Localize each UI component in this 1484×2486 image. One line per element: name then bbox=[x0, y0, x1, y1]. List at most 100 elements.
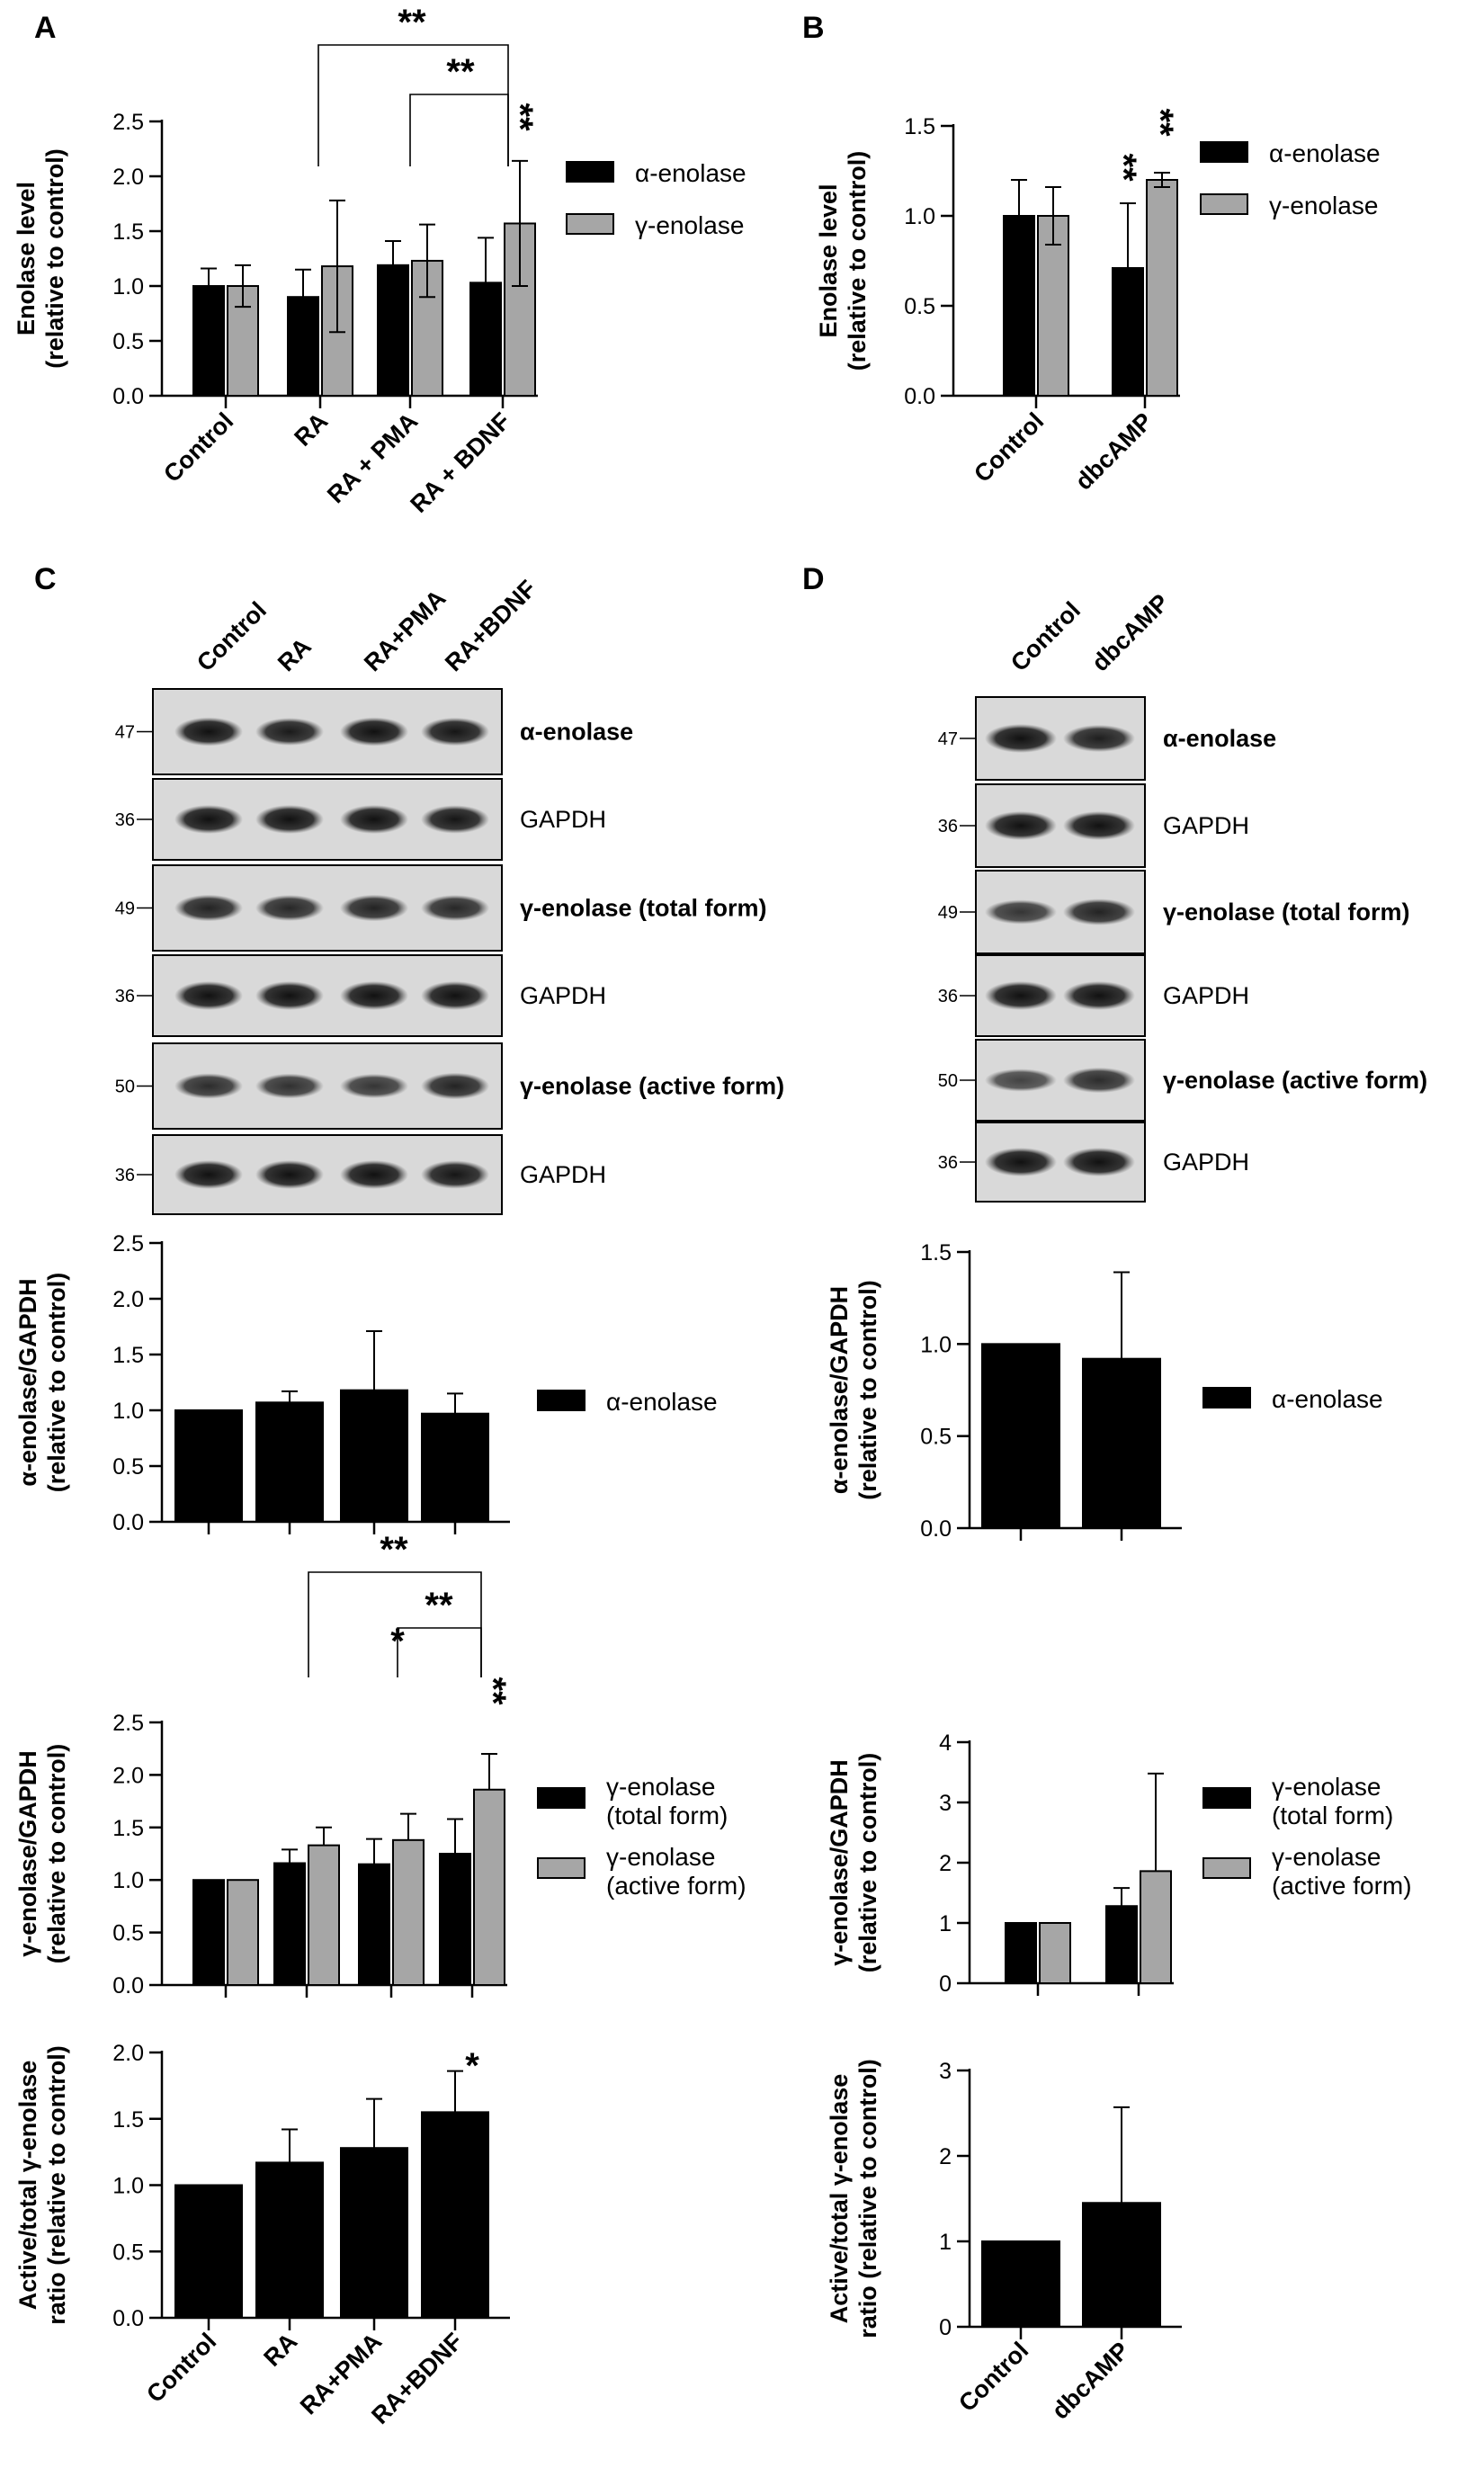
bar bbox=[255, 2161, 324, 2320]
y-tick-label: 2.5 bbox=[112, 110, 144, 135]
bar bbox=[1082, 2202, 1161, 2328]
y-axis-label: γ-enolase/GAPDH(relative to control) bbox=[826, 1753, 881, 1973]
lane-label: RA+BDNF bbox=[440, 575, 541, 676]
y-tick-label: 2.0 bbox=[112, 1287, 144, 1312]
legend-label: γ-enolase bbox=[635, 211, 744, 239]
y-tick-label: 0.0 bbox=[112, 1973, 144, 1999]
chart-2: 0.0 0.5 1.0 1.5 Enolase level(relative to co… bbox=[815, 108, 1381, 495]
bar bbox=[1105, 1905, 1138, 1984]
legend-label-line: γ-enolase bbox=[606, 1843, 715, 1871]
x-category-label: dbcAMP bbox=[1047, 2337, 1135, 2425]
legend-label-line: (active form) bbox=[1272, 1872, 1412, 1900]
y-tick-label: 0 bbox=[939, 1972, 952, 1997]
bar bbox=[1005, 1922, 1037, 1984]
significance-mark: ** bbox=[446, 52, 475, 92]
protein-band bbox=[421, 981, 489, 1010]
y-axis-label-line: γ-enolase/GAPDH bbox=[14, 1750, 41, 1957]
y-tick-label: 2.5 bbox=[112, 1231, 144, 1256]
legend-label: γ-enolase bbox=[1269, 192, 1378, 219]
chart-1: 0.0 0.5 1.0 1.5 2.0 2.5 Enolase level(relative… bbox=[13, 3, 746, 518]
protein-band bbox=[421, 1072, 489, 1100]
legend-swatch bbox=[537, 1857, 586, 1879]
blot-row-label: GAPDH bbox=[1163, 1149, 1249, 1176]
y-axis-label-line: Active/total γ-enolase bbox=[826, 2074, 853, 2324]
panel-label-b: B bbox=[802, 11, 825, 45]
mw-marker: 36 bbox=[938, 1153, 958, 1173]
y-axis-label: Active/total γ-enolaseratio (relative to… bbox=[14, 2045, 70, 2325]
bar bbox=[1146, 179, 1178, 397]
blot-row-label: GAPDH bbox=[520, 1161, 606, 1188]
protein-band bbox=[340, 981, 408, 1010]
y-tick-label: 0.5 bbox=[904, 294, 935, 319]
significance-mark: ** bbox=[398, 3, 426, 42]
y-tick-label: 4 bbox=[939, 1730, 952, 1756]
protein-band bbox=[985, 899, 1057, 925]
bar bbox=[1140, 1870, 1172, 1984]
significance-bracket bbox=[308, 1571, 482, 1677]
y-tick-label: 0.0 bbox=[112, 2306, 144, 2331]
charts-layer: 0.0 0.5 1.0 1.5 2.0 2.5 Enolase level(relative… bbox=[13, 3, 1412, 2429]
legend-label-line: α-enolase bbox=[1269, 139, 1381, 167]
protein-band bbox=[1063, 899, 1135, 926]
legend-label-line: (active form) bbox=[606, 1872, 746, 1900]
legend-swatch bbox=[566, 213, 614, 235]
protein-band bbox=[255, 1073, 324, 1099]
chart-8: 0 1 2 3 Active/total γ-enolaseratio (relativ… bbox=[826, 2059, 1182, 2425]
protein-band bbox=[1063, 981, 1135, 1010]
y-axis-label-line: Enolase level bbox=[815, 183, 842, 337]
lane-label: RA bbox=[273, 632, 317, 676]
blot-row-label: GAPDH bbox=[1163, 982, 1249, 1009]
y-tick-label: 1.0 bbox=[920, 1332, 952, 1357]
legend-label-line: γ-enolase bbox=[606, 1773, 715, 1801]
bar bbox=[439, 1853, 471, 1986]
protein-band bbox=[340, 894, 408, 922]
y-tick-label: 1.5 bbox=[112, 1816, 144, 1841]
significance-mark: * bbox=[390, 1622, 405, 1661]
legend-label: γ-enolase (active form) bbox=[606, 1843, 746, 1900]
y-tick-label: 1.0 bbox=[112, 2174, 144, 2199]
x-category-label: dbcAMP bbox=[1070, 407, 1158, 496]
bar bbox=[192, 1879, 225, 1986]
significance-mark: * bbox=[465, 2046, 479, 2086]
chart-6: 0.0 0.5 1.0 1.5 α-enolase/GAPDH(relative to … bbox=[826, 1240, 1383, 1542]
y-tick-label: 0.5 bbox=[112, 1921, 144, 1946]
protein-band bbox=[174, 1160, 243, 1189]
bar bbox=[308, 1844, 340, 1986]
y-tick-label: 1.5 bbox=[112, 2107, 144, 2133]
y-axis-label: Enolase level(relative to control) bbox=[13, 148, 68, 369]
protein-band bbox=[1063, 811, 1135, 840]
protein-band bbox=[985, 811, 1057, 840]
bar bbox=[473, 1788, 505, 1986]
y-axis-label: α-enolase/GAPDH(relative to control) bbox=[826, 1280, 881, 1500]
y-tick-label: 0.0 bbox=[112, 384, 144, 409]
blot-row-label: GAPDH bbox=[520, 806, 606, 833]
y-tick-label: 0.0 bbox=[920, 1516, 952, 1542]
mw-marker: 36 bbox=[115, 987, 135, 1006]
mw-marker: 50 bbox=[938, 1071, 958, 1091]
legend-label-line: γ-enolase bbox=[1269, 192, 1378, 219]
y-axis-label-line: ratio (relative to control) bbox=[854, 2059, 881, 2338]
bar bbox=[340, 2147, 408, 2319]
panel-label-d: D bbox=[802, 562, 825, 596]
legend-label-line: α-enolase bbox=[1272, 1385, 1383, 1413]
protein-band bbox=[174, 717, 243, 747]
protein-band bbox=[1063, 1148, 1135, 1176]
panel-label-a: A bbox=[34, 11, 57, 45]
significance-mark: ** bbox=[380, 1530, 408, 1569]
protein-band bbox=[421, 1160, 489, 1189]
y-tick-label: 0.5 bbox=[920, 1425, 952, 1450]
protein-band bbox=[255, 981, 324, 1010]
y-axis-label-line: α-enolase/GAPDH bbox=[14, 1278, 41, 1486]
panel-label-c: C bbox=[34, 562, 57, 596]
significance-mark: ** bbox=[500, 103, 540, 131]
significance-bracket bbox=[409, 94, 509, 166]
bar bbox=[273, 1862, 306, 1986]
bar bbox=[340, 1389, 408, 1524]
bar bbox=[1039, 1922, 1071, 1984]
y-tick-label: 0.0 bbox=[112, 1510, 144, 1535]
y-tick-label: 1.0 bbox=[112, 274, 144, 300]
y-tick-label: 2 bbox=[939, 1851, 952, 1876]
protein-band bbox=[340, 1073, 408, 1099]
